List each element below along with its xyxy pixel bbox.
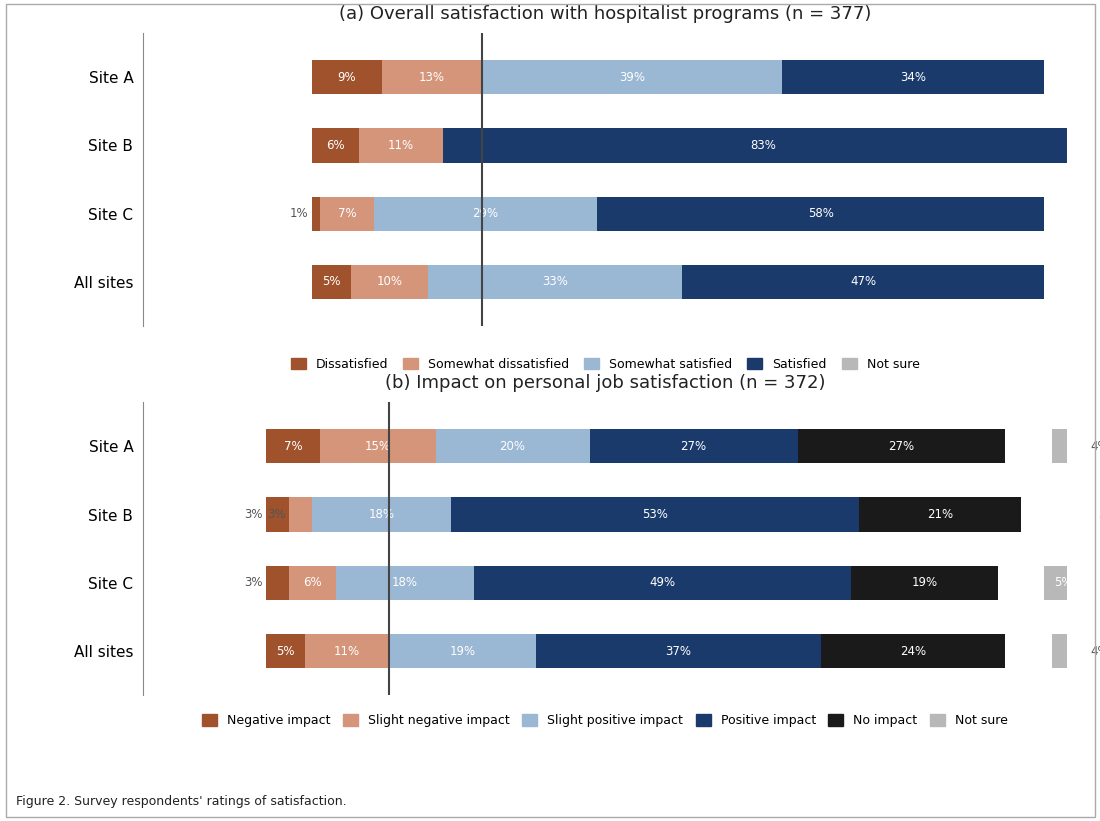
- Text: 33%: 33%: [542, 276, 568, 288]
- Bar: [1090, 197, 1100, 231]
- Bar: [590, 429, 798, 463]
- Text: 27%: 27%: [681, 440, 706, 453]
- Text: 15%: 15%: [365, 440, 390, 453]
- Bar: [474, 566, 851, 600]
- Bar: [859, 498, 1021, 532]
- Bar: [312, 197, 320, 231]
- Text: 83%: 83%: [750, 139, 776, 152]
- Bar: [312, 265, 351, 299]
- Bar: [312, 60, 382, 94]
- Text: 3%: 3%: [1098, 508, 1100, 521]
- Text: 18%: 18%: [368, 508, 395, 521]
- Legend: Dissatisfied, Somewhat dissatisfied, Somewhat satisfied, Satisfied, Not sure: Dissatisfied, Somewhat dissatisfied, Som…: [286, 353, 924, 376]
- Text: 53%: 53%: [642, 508, 668, 521]
- Bar: [1052, 634, 1082, 668]
- Text: 6%: 6%: [327, 139, 344, 152]
- Text: 49%: 49%: [650, 576, 675, 589]
- Text: 13%: 13%: [419, 71, 444, 84]
- Text: 34%: 34%: [900, 71, 926, 84]
- Bar: [320, 429, 436, 463]
- Title: (b) Impact on personal job satisfaction (n = 372): (b) Impact on personal job satisfaction …: [385, 374, 825, 392]
- Bar: [1090, 265, 1100, 299]
- Bar: [451, 498, 859, 532]
- Text: 11%: 11%: [388, 139, 414, 152]
- Text: 5%: 5%: [276, 644, 295, 658]
- Text: 3%: 3%: [244, 576, 263, 589]
- Bar: [1052, 429, 1082, 463]
- Text: 21%: 21%: [927, 508, 953, 521]
- Text: 27%: 27%: [889, 440, 914, 453]
- Bar: [266, 498, 289, 532]
- Bar: [266, 634, 305, 668]
- Bar: [320, 197, 374, 231]
- Text: 9%: 9%: [338, 71, 356, 84]
- Bar: [1044, 566, 1082, 600]
- Text: 29%: 29%: [473, 207, 498, 220]
- Bar: [682, 265, 1044, 299]
- Text: 3%: 3%: [244, 508, 263, 521]
- Bar: [312, 128, 359, 163]
- Text: 37%: 37%: [666, 644, 691, 658]
- Text: 19%: 19%: [912, 576, 937, 589]
- Text: 5%: 5%: [1054, 576, 1072, 589]
- Bar: [1090, 60, 1100, 94]
- Bar: [536, 634, 821, 668]
- Bar: [359, 128, 443, 163]
- Text: 39%: 39%: [619, 71, 645, 84]
- Text: 10%: 10%: [376, 276, 403, 288]
- Bar: [289, 566, 336, 600]
- Bar: [312, 498, 451, 532]
- Text: 47%: 47%: [850, 276, 876, 288]
- Text: 7%: 7%: [338, 207, 356, 220]
- Text: Figure 2. Survey respondents' ratings of satisfaction.: Figure 2. Survey respondents' ratings of…: [16, 795, 348, 808]
- Text: 18%: 18%: [392, 576, 418, 589]
- Bar: [374, 197, 597, 231]
- Bar: [428, 265, 682, 299]
- Text: 58%: 58%: [807, 207, 834, 220]
- Title: (a) Overall satisfaction with hospitalist programs (n = 377): (a) Overall satisfaction with hospitalis…: [339, 5, 871, 23]
- Text: 6%: 6%: [304, 576, 321, 589]
- Text: 19%: 19%: [450, 644, 475, 658]
- Text: 4%: 4%: [1090, 440, 1100, 453]
- Bar: [443, 128, 1082, 163]
- Text: 4%: 4%: [1090, 644, 1100, 658]
- Bar: [597, 197, 1044, 231]
- Text: 24%: 24%: [900, 644, 926, 658]
- Legend: Negative impact, Slight negative impact, Slight positive impact, Positive impact: Negative impact, Slight negative impact,…: [197, 709, 1013, 732]
- Bar: [266, 566, 289, 600]
- Text: 7%: 7%: [284, 440, 302, 453]
- Bar: [436, 429, 590, 463]
- Text: 11%: 11%: [334, 644, 360, 658]
- Bar: [389, 634, 536, 668]
- Bar: [1067, 498, 1090, 532]
- Bar: [289, 498, 312, 532]
- Text: 5%: 5%: [322, 276, 341, 288]
- Bar: [482, 60, 782, 94]
- Bar: [305, 634, 389, 668]
- Bar: [782, 60, 1044, 94]
- Text: 3%: 3%: [267, 508, 286, 521]
- Bar: [336, 566, 474, 600]
- Bar: [851, 566, 998, 600]
- Bar: [382, 60, 482, 94]
- Bar: [798, 429, 1005, 463]
- Text: 1%: 1%: [290, 207, 308, 220]
- Bar: [821, 634, 1005, 668]
- Bar: [351, 265, 428, 299]
- Text: 20%: 20%: [499, 440, 526, 453]
- Bar: [266, 429, 320, 463]
